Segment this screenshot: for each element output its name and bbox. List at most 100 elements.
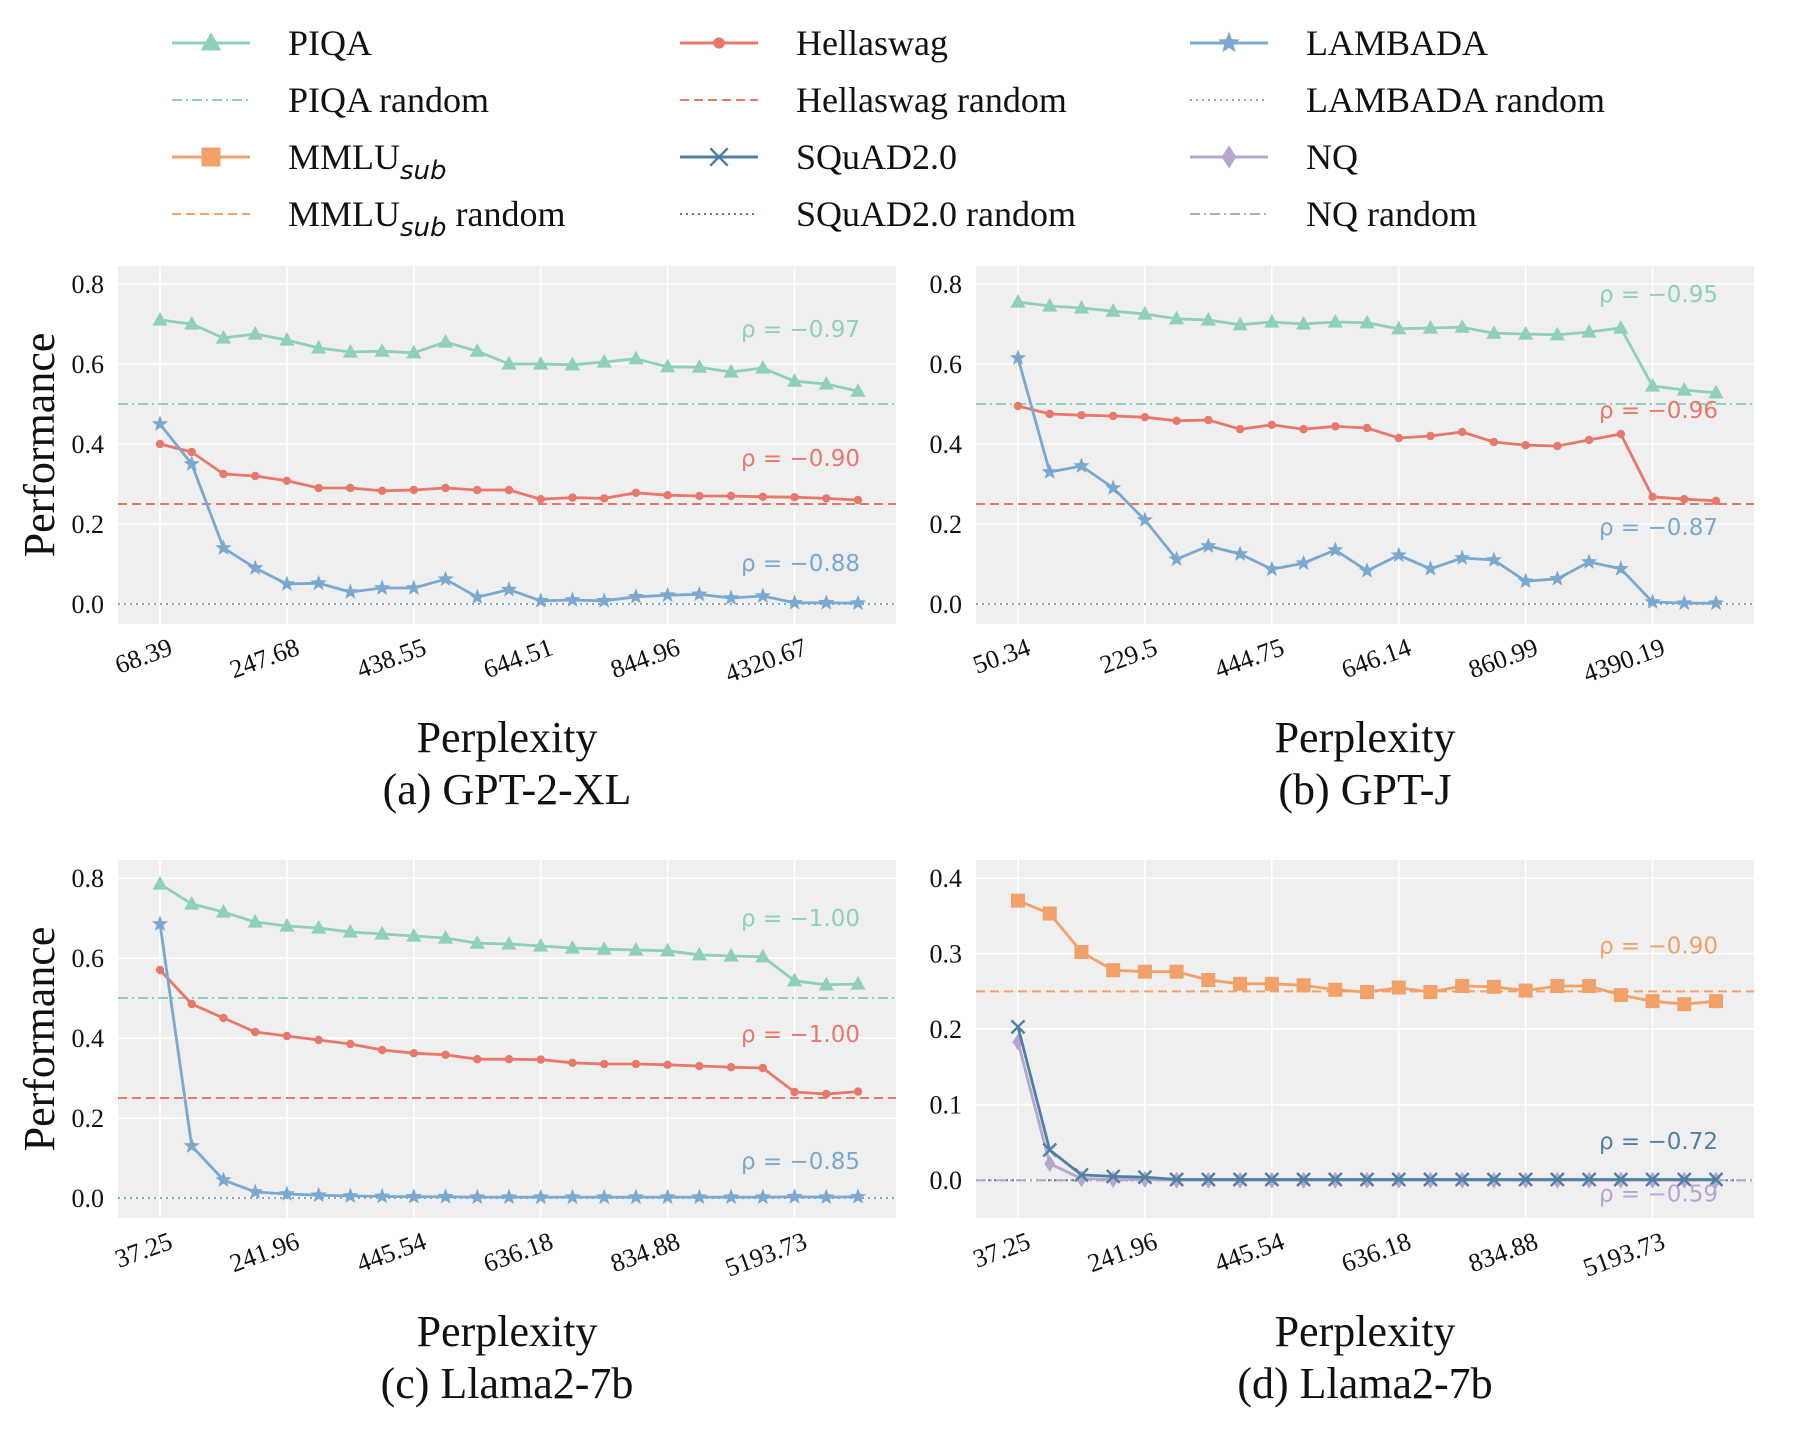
data-point: [215, 330, 232, 344]
legend-label: MMLUsub random: [288, 194, 566, 243]
data-point: [1676, 1172, 1692, 1187]
data-point: [663, 1060, 672, 1070]
data-point: [1073, 300, 1090, 314]
data-point: [342, 924, 358, 938]
data-point: [1707, 594, 1725, 611]
rho-annotation: ρ = −0.59: [1599, 1181, 1718, 1207]
data-point: [786, 594, 803, 610]
data-point: [278, 575, 295, 591]
data-point: [1169, 310, 1185, 325]
data-point: [786, 972, 803, 987]
data-point: [500, 1188, 518, 1205]
data-point: [853, 1087, 863, 1096]
data-point: [1423, 1172, 1438, 1187]
y-tick-label: 0.4: [930, 864, 963, 893]
data-point: [1169, 1172, 1184, 1187]
data-point: [1172, 416, 1181, 425]
y-tick-label: 0.0: [72, 590, 105, 619]
data-point: [187, 999, 196, 1009]
data-point: [628, 350, 644, 365]
x-tick-label: 644.51: [480, 632, 557, 684]
legend-label: NQ: [1306, 137, 1358, 177]
data-point: [1358, 562, 1376, 578]
data-point: [473, 485, 482, 495]
data-point: [187, 447, 196, 457]
data-point: [1486, 1172, 1502, 1187]
x-tick-label: 4390.19: [1579, 632, 1668, 688]
data-point: [1359, 314, 1375, 329]
rho-annotation: ρ = −0.95: [1599, 282, 1718, 308]
data-point: [726, 1063, 736, 1072]
data-point: [1426, 431, 1435, 441]
y-axis-label: Performance: [15, 333, 64, 558]
data-point: [1709, 994, 1723, 1009]
data-point: [1042, 906, 1057, 921]
data-point: [1327, 541, 1344, 557]
data-point: [1264, 1172, 1280, 1187]
data-point: [1010, 1019, 1026, 1035]
data-point: [1644, 593, 1661, 609]
legend-item: PIQA random: [172, 80, 489, 120]
data-point: [1645, 994, 1660, 1009]
series-piqa: [152, 312, 866, 397]
data-point: [406, 344, 422, 359]
data-point: [469, 343, 485, 357]
legend: PIQA Hellaswag LAMBADA PIQA random Hellaswag…: [172, 23, 1605, 243]
legend-item: MMLUsub: [172, 137, 447, 186]
legend-item: SQuAD2.0 random: [680, 194, 1076, 234]
data-point: [247, 914, 263, 928]
data-point: [758, 1063, 768, 1073]
data-point: [818, 1188, 835, 1205]
data-point: [1201, 1172, 1216, 1187]
legend-marker-dot: [713, 37, 725, 49]
x-tick-label: 834.88: [607, 1226, 684, 1278]
data-point: [247, 559, 264, 575]
data-point: [346, 483, 355, 493]
data-point: [1328, 982, 1343, 997]
data-point: [500, 581, 518, 597]
data-point: [342, 344, 358, 358]
data-point: [1550, 979, 1565, 994]
data-point: [1518, 983, 1533, 998]
legend-label: LAMBADA: [1306, 23, 1488, 63]
data-point: [691, 359, 707, 373]
series-hellaswag: [155, 439, 863, 505]
data-point: [1486, 325, 1502, 339]
data-point: [723, 948, 739, 962]
data-point: [1616, 429, 1626, 439]
data-point: [1042, 298, 1058, 312]
data-point: [723, 1188, 740, 1205]
legend-item: Hellaswag: [680, 23, 948, 63]
data-point: [533, 938, 549, 952]
data-point: [849, 1188, 867, 1204]
data-point: [1708, 384, 1724, 399]
rho-annotation: ρ = −0.90: [1599, 934, 1718, 960]
data-point: [1105, 303, 1121, 317]
x-tick-label: 445.54: [353, 1226, 430, 1278]
data-point: [1108, 411, 1118, 421]
x-axis-label: Perplexity: [1275, 1307, 1456, 1356]
data-point: [1391, 980, 1406, 995]
legend-label: MMLUsub: [288, 137, 447, 186]
data-point: [1331, 422, 1340, 431]
data-point: [1390, 546, 1407, 563]
data-point: [374, 579, 391, 595]
data-point: [850, 383, 866, 397]
data-point: [155, 439, 165, 449]
data-point: [1136, 511, 1153, 527]
data-point: [1549, 326, 1565, 341]
chart-panel: 0.0 0.2 0.4 0.6 0.8 68.39 247.68 438.55 644.51 84…: [15, 266, 896, 814]
legend-subscript: sub: [400, 213, 447, 243]
data-point: [726, 491, 736, 501]
data-point: [1676, 594, 1693, 611]
data-point: [660, 942, 676, 957]
x-tick-label: 636.18: [1338, 1226, 1415, 1278]
data-point: [659, 1188, 676, 1205]
data-point: [405, 579, 422, 595]
panel-caption: (b) GPT-J: [1278, 765, 1451, 814]
y-tick-label: 0.2: [72, 1104, 105, 1133]
series-lambada: [151, 415, 867, 611]
data-point: [219, 1013, 228, 1023]
x-tick-label: 5193.73: [721, 1226, 810, 1282]
